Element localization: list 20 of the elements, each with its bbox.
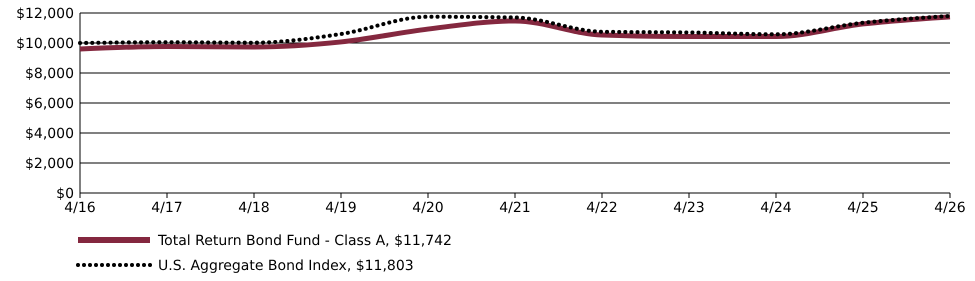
y-tick-label: $4,000: [25, 126, 74, 142]
y-tick-label: $0: [56, 186, 74, 202]
x-tick-label: 4/17: [151, 200, 183, 216]
y-tick-label: $6,000: [25, 96, 74, 112]
x-tick-label: 4/21: [499, 200, 531, 216]
x-tick-label: 4/24: [760, 200, 792, 216]
legend-label: U.S. Aggregate Bond Index, $11,803: [158, 258, 414, 274]
x-tick-label: 4/16: [64, 200, 96, 216]
y-tick-label: $12,000: [16, 6, 74, 22]
x-tick-label: 4/22: [586, 200, 618, 216]
y-tick-label: $10,000: [16, 36, 74, 52]
x-tick-label: 4/18: [238, 200, 270, 216]
y-tick-label: $8,000: [25, 66, 74, 82]
x-tick-label: 4/25: [847, 200, 879, 216]
x-tick-label: 4/20: [412, 200, 444, 216]
x-tick-label: 4/26: [934, 200, 966, 216]
x-tick-label: 4/19: [325, 200, 357, 216]
x-tick-label: 4/23: [673, 200, 705, 216]
legend-label: Total Return Bond Fund - Class A, $11,742: [157, 232, 452, 249]
y-tick-label: $2,000: [25, 156, 74, 172]
